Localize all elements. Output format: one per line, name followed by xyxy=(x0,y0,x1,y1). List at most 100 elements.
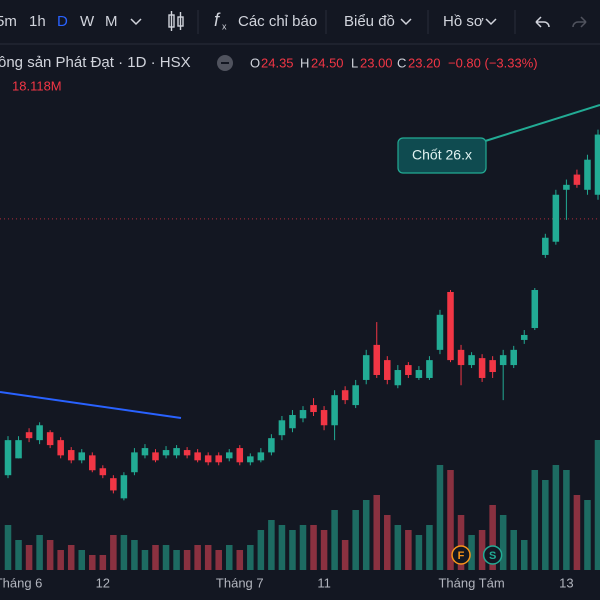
x-tick-label: 12 xyxy=(96,575,110,590)
interval-button[interactable]: 1h xyxy=(29,13,46,30)
interval-button[interactable]: 5m xyxy=(0,13,17,30)
volume-bar xyxy=(268,520,275,570)
ohlc-value: 24.50 xyxy=(311,55,344,70)
volume-bar xyxy=(236,550,244,570)
plot: Tháng 6 12 Tháng 7 11 Tháng Tám 13 F S xyxy=(0,129,600,590)
candle-body xyxy=(394,370,402,386)
chevron[interactable] xyxy=(130,18,142,26)
undo-button[interactable] xyxy=(535,16,550,28)
volume-bar xyxy=(278,525,286,570)
volume-bar xyxy=(394,525,402,570)
volume-bar xyxy=(510,530,517,570)
candle-body xyxy=(447,291,454,361)
candle-body xyxy=(46,432,54,446)
candle-body xyxy=(194,452,201,461)
candle-body xyxy=(531,290,539,329)
volume-bar xyxy=(447,470,454,570)
candle-body xyxy=(405,365,412,375)
volume-bar xyxy=(362,500,370,570)
candle-body xyxy=(563,184,570,190)
chart-type-button[interactable]: Biểu đồ xyxy=(344,13,395,30)
candle-body xyxy=(373,344,381,375)
chevron[interactable] xyxy=(485,18,497,26)
ohlc-key: C xyxy=(397,55,406,70)
interval-button[interactable]: W xyxy=(80,13,95,30)
candle-body xyxy=(15,440,22,459)
redo-button[interactable] xyxy=(572,16,587,28)
volume-bar xyxy=(310,525,317,570)
volume-bar xyxy=(162,545,170,570)
candle-body xyxy=(552,194,560,242)
candle-body xyxy=(320,410,328,426)
candle-body xyxy=(257,452,265,461)
interval-button[interactable]: M xyxy=(105,13,118,30)
volume-bar xyxy=(225,545,233,570)
candle-body xyxy=(457,349,465,366)
candle-body xyxy=(36,425,43,441)
fx-icon[interactable]: x xyxy=(222,21,227,31)
indicators-button[interactable]: Các chỉ báo xyxy=(238,13,317,30)
candle-body xyxy=(489,360,496,373)
volume-bar xyxy=(468,535,475,570)
volume-bar xyxy=(584,500,591,570)
candle-body xyxy=(499,355,507,366)
volume-bar xyxy=(4,525,12,570)
profile-button[interactable]: Hồ sơ xyxy=(443,13,484,30)
volume-bar xyxy=(457,515,465,570)
volume-bar xyxy=(46,540,54,570)
candle-body xyxy=(278,420,286,436)
candle-body xyxy=(141,448,149,456)
callout-line[interactable] xyxy=(481,104,600,143)
volume-bar xyxy=(78,550,86,570)
candle-body xyxy=(415,370,423,378)
volume-bar xyxy=(341,540,349,570)
candle-body xyxy=(110,478,117,491)
candle-body xyxy=(362,355,370,380)
volume-bar xyxy=(520,540,528,570)
volume-bar xyxy=(436,465,444,570)
callout-text: Chốt 26.x xyxy=(412,147,472,163)
candle-body xyxy=(204,455,212,463)
toolbar: 5m 1h D W M f x Các chỉ báo Biểu đồ Hồ s… xyxy=(0,10,600,45)
interval-button[interactable]: D xyxy=(57,13,68,30)
candle-body xyxy=(57,440,64,456)
volume-bar xyxy=(141,550,149,570)
ohlc-value: 23.00 xyxy=(360,55,393,70)
chevron[interactable] xyxy=(400,18,412,26)
volume-bar xyxy=(478,530,486,570)
change: −0.80 (−3.33%) xyxy=(448,55,538,70)
candle-body xyxy=(183,450,191,456)
trend-line[interactable] xyxy=(0,391,182,419)
candle-icon[interactable] xyxy=(168,11,184,31)
x-tick-label: Tháng Tám xyxy=(438,575,504,590)
event-label: F xyxy=(458,550,465,562)
callout-box[interactable] xyxy=(397,137,487,174)
volume-bar xyxy=(36,535,43,570)
volume-bar xyxy=(57,550,64,570)
volume-bar xyxy=(131,540,138,570)
ohlc-value: 24.35 xyxy=(261,55,294,70)
volume-bar xyxy=(152,545,159,570)
candle-body xyxy=(162,450,170,456)
event-marker xyxy=(451,545,471,565)
volume-bar xyxy=(405,530,412,570)
candle-body xyxy=(67,450,75,461)
symbol-title: ông sản Phát Đạt · 1D · HSX xyxy=(0,54,191,71)
x-tick-label: Tháng 6 xyxy=(0,575,42,590)
volume-bar xyxy=(67,545,75,570)
candle-body xyxy=(99,468,107,476)
volume-bar xyxy=(247,545,254,570)
fx-icon[interactable]: f xyxy=(214,10,221,30)
volume-bar xyxy=(15,540,22,570)
candle-body xyxy=(236,448,244,463)
candle-body xyxy=(510,349,517,366)
candle-body xyxy=(299,410,307,419)
ohlc-key: L xyxy=(351,55,358,70)
volume-bar xyxy=(194,545,201,570)
candle-body xyxy=(520,334,528,340)
candle-body xyxy=(341,390,349,401)
volume-bar xyxy=(204,545,212,570)
volume-bar xyxy=(415,535,423,570)
